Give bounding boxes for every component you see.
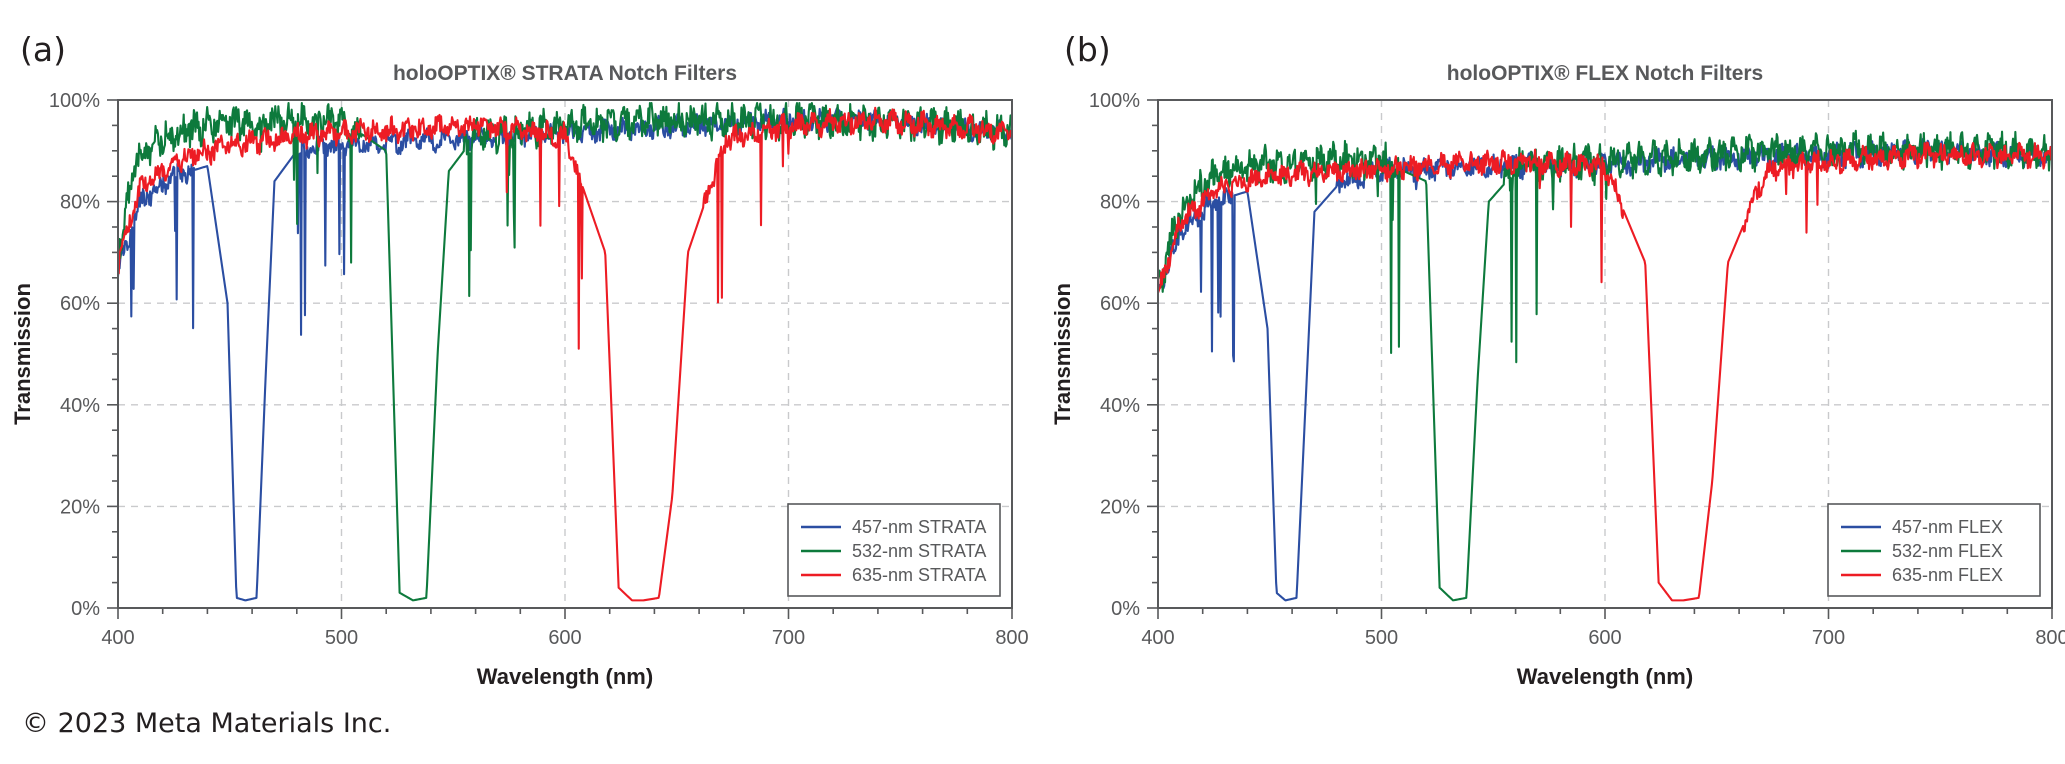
y-tick-label: 0%	[71, 598, 100, 620]
x-tick-label: 400	[101, 627, 134, 649]
chart-panel-a: holoOPTIX® STRATA Notch Filters 400 500 600…	[0, 0, 1035, 700]
y-tick-label: 40%	[60, 395, 100, 417]
panel-b-label: (b)	[1064, 30, 1111, 69]
x-tick-label: 500	[325, 627, 358, 649]
x-tick-label: 800	[2035, 627, 2065, 649]
y-tick-label: 40%	[1100, 395, 1140, 417]
copyright-notice: © 2023 Meta Materials Inc.	[22, 708, 392, 739]
y-tick-label: 20%	[60, 496, 100, 518]
chart-panel-b: holoOPTIX® FLEX Notch Filters 400 500 600 70…	[1040, 0, 2065, 700]
x-axis-title: Wavelength (nm)	[1517, 664, 1693, 689]
chart-title: holoOPTIX® FLEX Notch Filters	[1447, 62, 1764, 85]
panel-a-label: (a)	[20, 30, 66, 69]
y-axis-title: Transmission	[1050, 283, 1075, 425]
y-tick-label: 60%	[60, 293, 100, 315]
legend-label: 457-nm FLEX	[1892, 517, 2003, 537]
spectrum-trace	[1158, 141, 2052, 602]
legend-label: 635-nm FLEX	[1892, 565, 2003, 585]
y-tick-label: 20%	[1100, 496, 1140, 518]
x-tick-label: 600	[1588, 627, 1621, 649]
legend-label: 532-nm FLEX	[1892, 541, 2003, 561]
x-tick-label: 700	[1812, 627, 1845, 649]
y-tick-label: 100%	[49, 90, 100, 112]
legend-label: 457-nm STRATA	[852, 517, 986, 537]
y-tick-label: 100%	[1089, 90, 1140, 112]
spectrum-plot-b: holoOPTIX® FLEX Notch Filters 400 500 600 70…	[1050, 62, 2065, 689]
x-tick-label: 700	[772, 627, 805, 649]
y-tick-label: 0%	[1111, 598, 1140, 620]
spectrum-trace	[1158, 129, 2052, 602]
x-tick-label: 600	[548, 627, 581, 649]
spectrum-trace	[118, 106, 1012, 602]
chart-title: holoOPTIX® STRATA Notch Filters	[393, 62, 737, 85]
x-axis-title: Wavelength (nm)	[477, 664, 653, 689]
legend-label: 532-nm STRATA	[852, 541, 986, 561]
y-tick-label: 60%	[1100, 293, 1140, 315]
y-axis-title: Transmission	[10, 283, 35, 425]
legend-label: 635-nm STRATA	[852, 565, 986, 585]
y-tick-label: 80%	[60, 192, 100, 214]
spectrum-plot-a: holoOPTIX® STRATA Notch Filters 400 500 600…	[10, 62, 1029, 689]
x-tick-label: 400	[1141, 627, 1174, 649]
x-tick-label: 500	[1365, 627, 1398, 649]
y-tick-label: 80%	[1100, 192, 1140, 214]
x-tick-label: 800	[995, 627, 1028, 649]
